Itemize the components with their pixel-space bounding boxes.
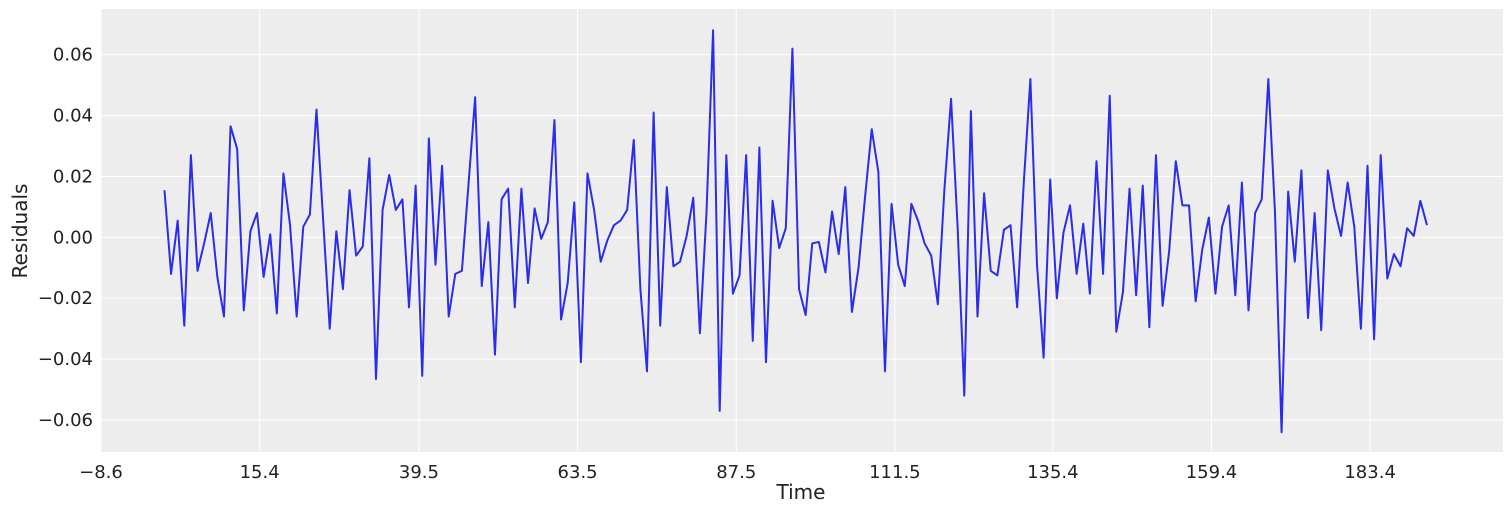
- y-tick-label: −0.04: [38, 349, 93, 370]
- y-tick-label: −0.06: [38, 410, 93, 431]
- y-tick-labels: 0.06 0.04 0.02 0.00 −0.02 −0.04 −0.06: [38, 45, 93, 431]
- x-tick-label: 15.4: [240, 462, 280, 483]
- x-tick-label: 183.4: [1344, 462, 1396, 483]
- y-axis-label: Residuals: [8, 184, 32, 279]
- x-tick-labels: −8.6 15.4 39.5 63.5 87.5 111.5 135.4 159.4 183.4: [79, 462, 1396, 483]
- y-tick-label: 0.06: [53, 45, 93, 66]
- x-tick-label: 135.4: [1027, 462, 1079, 483]
- x-axis-label: Time: [776, 480, 826, 504]
- y-tick-label: 0.00: [53, 227, 93, 248]
- residuals-series-line: [163, 29, 1428, 434]
- y-tick-label: 0.02: [53, 166, 93, 187]
- x-tick-label: 111.5: [869, 462, 921, 483]
- x-tick-label: 39.5: [399, 462, 439, 483]
- series-layer: [163, 29, 1428, 434]
- y-tick-label: −0.02: [38, 288, 93, 309]
- x-tick-label: 63.5: [558, 462, 598, 483]
- y-tick-label: 0.04: [53, 106, 93, 127]
- x-tick-label: 159.4: [1186, 462, 1238, 483]
- x-tick-label: 87.5: [716, 462, 756, 483]
- x-tick-label: −8.6: [79, 462, 123, 483]
